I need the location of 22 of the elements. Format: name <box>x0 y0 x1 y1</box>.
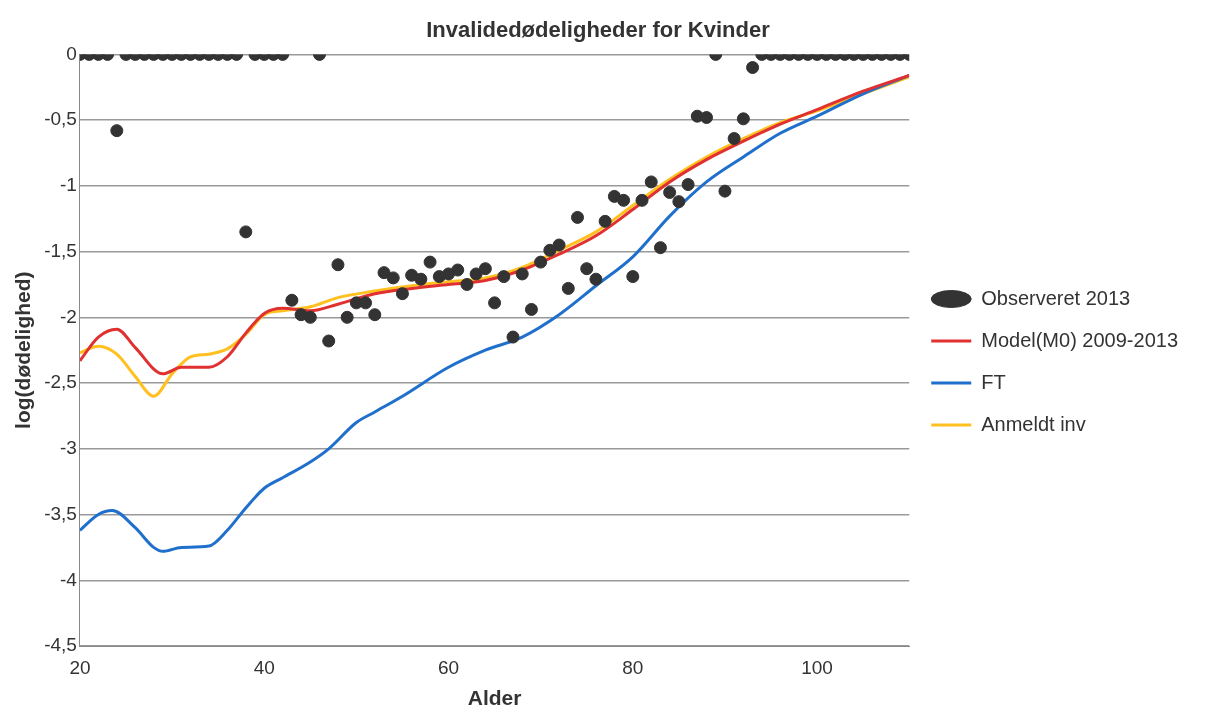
y-tick-label: -3,5 <box>44 502 77 524</box>
y-tick-label: -2 <box>60 305 77 327</box>
y-tick-label: -4 <box>60 568 78 590</box>
legend-label: Model(M0) 2009-2013 <box>981 328 1178 351</box>
y-tick-label: -1 <box>60 174 77 196</box>
y-tick-label: -3 <box>60 437 77 459</box>
legend-label: Observeret 2013 <box>981 286 1131 309</box>
y-tick-label: -0,5 <box>44 108 77 130</box>
y-tick-label: -4,5 <box>44 634 77 656</box>
y-tick-label: -1,5 <box>44 239 77 261</box>
x-tick-label: 60 <box>437 656 460 678</box>
x-tick-label: 20 <box>69 656 91 678</box>
x-tick-label: 100 <box>801 656 833 678</box>
y-axis-title: log(dødelighed) <box>11 271 35 429</box>
y-tick-label: 0 <box>66 42 77 64</box>
legend-label: Anmeldt inv <box>981 412 1086 435</box>
chart-title: Invalidedødeligheder for Kvinder <box>426 17 771 43</box>
x-tick-label: 80 <box>622 656 644 678</box>
y-tick-label: -2,5 <box>44 371 77 393</box>
x-tick-label: 40 <box>253 656 275 678</box>
legend-label: FT <box>981 370 1006 393</box>
x-axis-title: Alder <box>467 686 522 710</box>
